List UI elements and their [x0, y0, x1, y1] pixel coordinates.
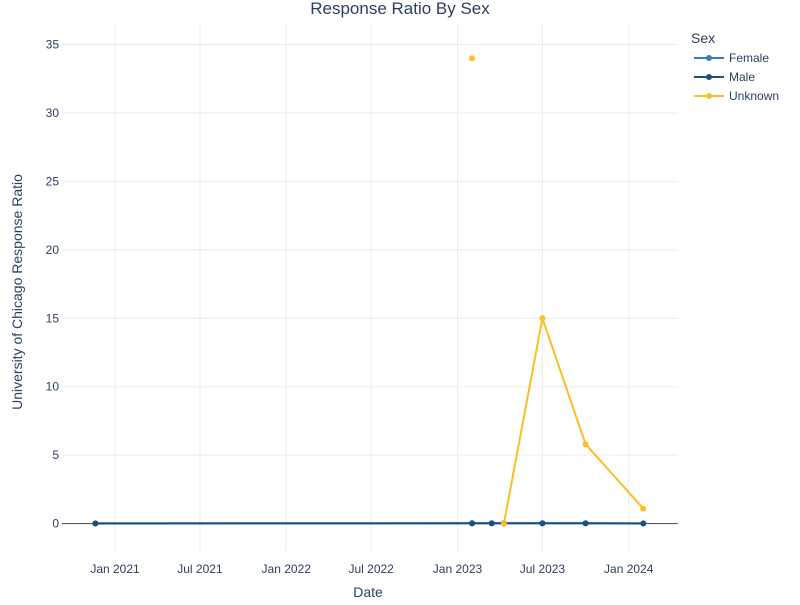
legend-item-female[interactable]: Female	[694, 51, 769, 65]
data-point[interactable]	[583, 441, 589, 447]
x-axis: Jan 2021 Jul 2021 Jan 2022 Jul 2022 Jan 2023…	[90, 562, 653, 576]
legend-item-unknown[interactable]: Unknown	[694, 89, 779, 103]
series-line	[504, 318, 643, 523]
data-point[interactable]	[501, 521, 507, 527]
legend-title: Sex	[691, 30, 715, 46]
legend-label: Male	[729, 70, 755, 84]
data-point[interactable]	[539, 315, 545, 321]
x-tick-label: Jul 2022	[348, 562, 394, 576]
y-tick-label: 5	[52, 448, 59, 462]
data-point[interactable]	[469, 55, 475, 61]
series-layer	[92, 55, 646, 526]
data-point[interactable]	[583, 520, 589, 526]
data-point[interactable]	[92, 520, 98, 526]
data-point[interactable]	[539, 520, 545, 526]
legend-marker	[706, 93, 712, 99]
y-tick-label: 20	[46, 243, 60, 257]
data-point[interactable]	[640, 506, 646, 512]
grid-lines	[62, 24, 678, 551]
legend-marker	[706, 74, 712, 80]
y-axis-title: University of Chicago Response Ratio	[9, 174, 25, 410]
y-tick-label: 10	[46, 380, 60, 394]
data-point[interactable]	[489, 520, 495, 526]
data-point[interactable]	[640, 520, 646, 526]
legend-item-male[interactable]: Male	[694, 70, 755, 84]
legend[interactable]: Sex Female Male Unknown	[691, 30, 779, 103]
legend-label: Unknown	[729, 89, 779, 103]
x-tick-label: Jan 2023	[433, 562, 483, 576]
y-axis: 0 5 10 15 20 25 30 35	[46, 38, 60, 531]
x-tick-label: Jan 2024	[604, 562, 654, 576]
legend-marker	[706, 55, 712, 61]
y-tick-label: 25	[46, 174, 60, 188]
x-tick-label: Jan 2021	[90, 562, 140, 576]
y-tick-label: 0	[52, 517, 59, 531]
x-axis-title: Date	[353, 584, 383, 600]
x-tick-label: Jul 2021	[177, 562, 223, 576]
y-tick-label: 30	[46, 106, 60, 120]
y-tick-label: 35	[46, 38, 60, 52]
chart-title: Response Ratio By Sex	[310, 0, 490, 18]
legend-label: Female	[729, 51, 769, 65]
x-tick-label: Jan 2022	[262, 562, 312, 576]
data-point[interactable]	[469, 520, 475, 526]
series-unknown	[469, 55, 646, 526]
series-male	[92, 520, 646, 526]
y-tick-label: 15	[46, 311, 60, 325]
x-tick-label: Jul 2023	[520, 562, 566, 576]
